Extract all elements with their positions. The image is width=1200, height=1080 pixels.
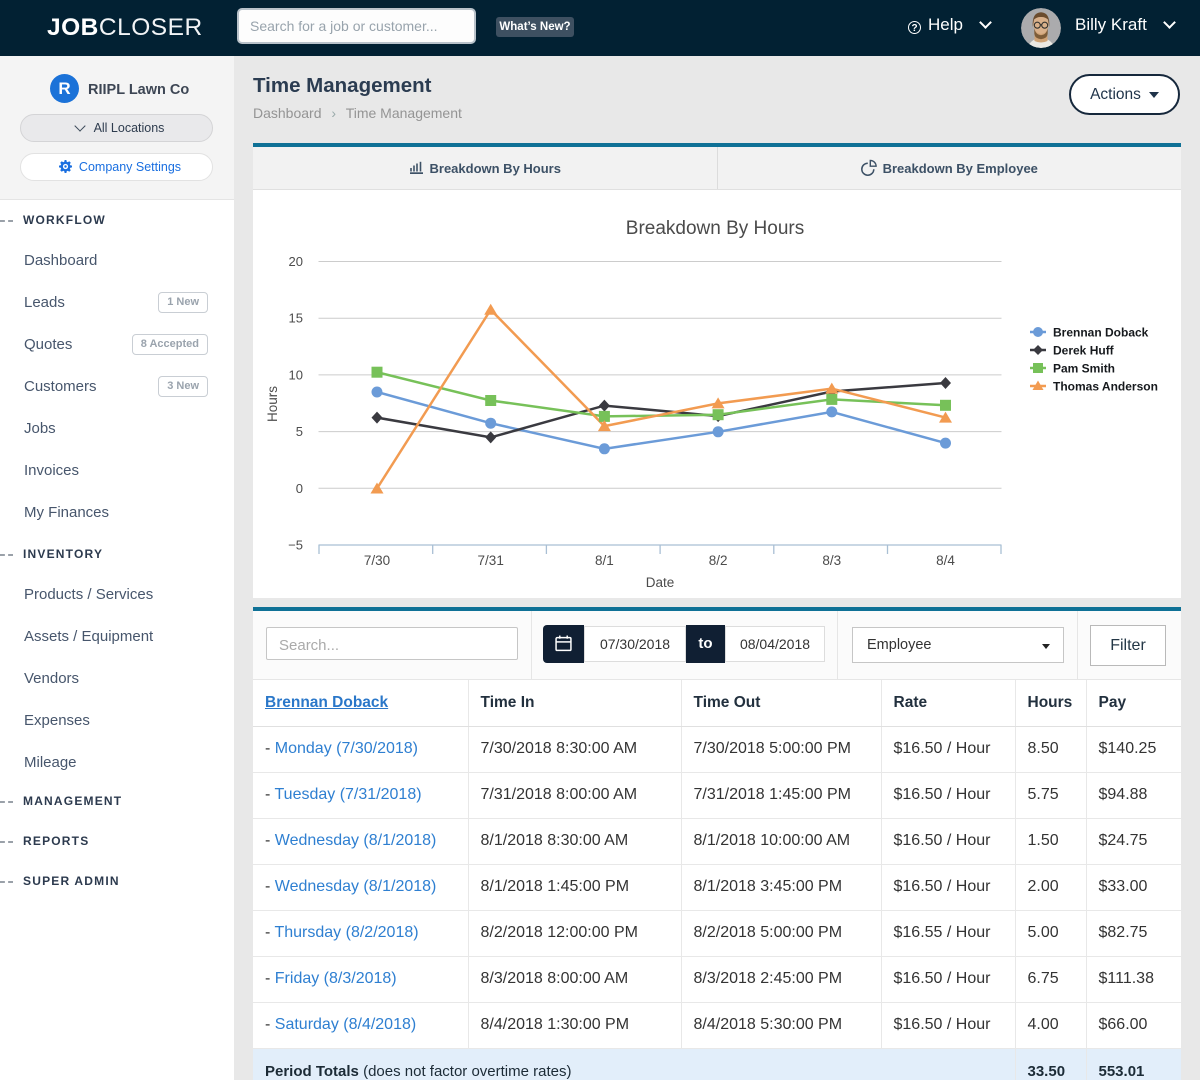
svg-text:5: 5 xyxy=(296,424,303,439)
svg-text:8/2: 8/2 xyxy=(709,553,728,568)
svg-text:−5: −5 xyxy=(288,538,303,553)
svg-text:7/31: 7/31 xyxy=(478,553,504,568)
svg-text:Breakdown By Hours: Breakdown By Hours xyxy=(626,218,804,239)
svg-text:20: 20 xyxy=(289,254,303,269)
svg-text:Hours: Hours xyxy=(265,386,280,422)
svg-text:8/4: 8/4 xyxy=(936,553,955,568)
svg-text:7/30: 7/30 xyxy=(364,553,390,568)
svg-text:0: 0 xyxy=(296,481,303,496)
svg-text:Thomas Anderson: Thomas Anderson xyxy=(1053,380,1158,394)
svg-text:Date: Date xyxy=(646,575,675,590)
svg-text:8/3: 8/3 xyxy=(822,553,841,568)
svg-text:Brennan Doback: Brennan Doback xyxy=(1053,326,1149,340)
svg-text:8/1: 8/1 xyxy=(595,553,614,568)
svg-text:Pam Smith: Pam Smith xyxy=(1053,362,1115,376)
svg-text:Derek Huff: Derek Huff xyxy=(1053,344,1115,358)
svg-text:10: 10 xyxy=(289,367,303,382)
svg-text:15: 15 xyxy=(289,311,303,326)
